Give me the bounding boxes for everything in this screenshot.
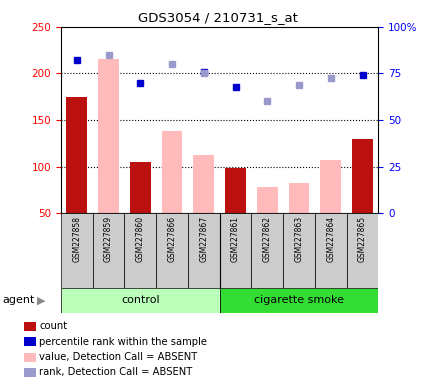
Text: GSM227859: GSM227859 (104, 216, 113, 262)
Bar (61, 213, 92, 288)
Text: GSM227864: GSM227864 (326, 216, 335, 262)
Bar (130, 162, 150, 213)
Bar (225, 169, 245, 213)
Text: count: count (39, 321, 67, 331)
Text: GSM227863: GSM227863 (294, 216, 303, 262)
Bar (124, 213, 156, 288)
Text: GSM227866: GSM227866 (167, 216, 176, 262)
Text: GDS3054 / 210731_s_at: GDS3054 / 210731_s_at (137, 12, 297, 25)
Bar (251, 213, 283, 288)
Bar (314, 213, 346, 288)
Text: percentile rank within the sample: percentile rank within the sample (39, 337, 207, 347)
Text: ▶: ▶ (37, 295, 46, 306)
Bar (219, 213, 251, 288)
Bar (61, 288, 219, 313)
Text: control: control (121, 295, 159, 306)
Bar (161, 131, 182, 213)
Text: GSM227861: GSM227861 (230, 216, 240, 262)
Text: cigarette smoke: cigarette smoke (253, 295, 343, 306)
Bar (320, 160, 340, 213)
Text: GSM227860: GSM227860 (135, 216, 145, 262)
Bar (283, 213, 314, 288)
Text: GSM227867: GSM227867 (199, 216, 208, 262)
Bar (352, 139, 372, 213)
Bar (98, 60, 118, 213)
Text: agent: agent (2, 295, 34, 306)
Bar (66, 97, 87, 213)
Bar (288, 183, 309, 213)
Bar (219, 288, 378, 313)
Bar (92, 213, 124, 288)
Bar (256, 187, 277, 213)
Bar (346, 213, 378, 288)
Text: rank, Detection Call = ABSENT: rank, Detection Call = ABSENT (39, 367, 192, 377)
Text: GSM227858: GSM227858 (72, 216, 81, 262)
Text: GSM227862: GSM227862 (262, 216, 271, 262)
Bar (156, 213, 187, 288)
Text: value, Detection Call = ABSENT: value, Detection Call = ABSENT (39, 352, 197, 362)
Text: GSM227865: GSM227865 (357, 216, 366, 262)
Bar (187, 213, 219, 288)
Bar (193, 156, 214, 213)
